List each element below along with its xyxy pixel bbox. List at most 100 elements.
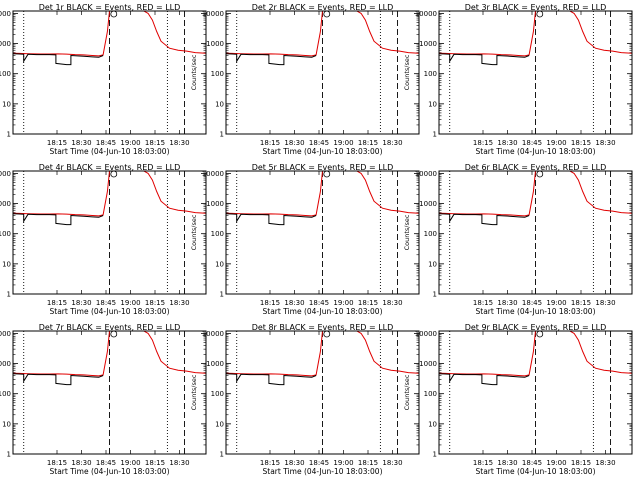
y-axis-label: Counts/sec [403,214,411,250]
data-layer [226,10,419,66]
y-tick-label: 1 [433,291,437,299]
y-tick-label: 10000 [415,10,437,18]
x-tick-label: 18:30 [71,139,91,147]
x-tick-label: 18:30 [382,299,402,307]
x-tick-label: 19:00 [120,139,140,147]
events-series-line [13,213,104,226]
y-axis-label: Counts/sec [403,374,411,410]
y-tick-label: 100 [424,70,437,78]
x-tick-label: 18:15 [260,299,280,307]
x-tick-label: 19:00 [120,459,140,467]
y-tick-label: 1 [220,131,224,139]
events-series-line [439,213,530,226]
y-tick-label: 1000 [206,200,224,208]
x-tick-label: 18:15 [571,459,591,467]
events-series-line [226,373,317,386]
x-tick-label: 18:45 [522,299,542,307]
events-series-line [439,373,530,386]
chart-panel: Det 9r BLACK = Events, RED = LLD Counts/s… [403,323,633,476]
events-series-line [226,53,317,66]
y-tick-label: 10000 [0,10,11,18]
x-axis-label: Start Time (04-Jun-10 18:03:00) [476,147,596,156]
y-tick-label: 10000 [202,330,224,338]
x-tick-label: 19:00 [120,299,140,307]
y-tick-label: 10 [215,260,224,268]
y-tick-label: 1000 [0,360,11,368]
chart-panel: Det 4r BLACK = Events, RED = LLD Counts/s… [0,163,207,316]
lld-series-line [13,10,206,57]
y-tick-label: 10000 [0,170,11,178]
x-tick-label: 18:15 [571,299,591,307]
lld-series-line [226,330,419,377]
x-tick-label: 18:15 [260,139,280,147]
x-axis-label: Start Time (04-Jun-10 18:03:00) [476,467,596,476]
x-tick-label: 18:30 [284,299,304,307]
x-tick-label: 18:30 [169,139,189,147]
x-tick-label: 18:15 [145,299,165,307]
y-tick-label: 10 [428,420,437,428]
chart-title: Det 6r BLACK = Events, RED = LLD [465,163,607,172]
events-series-line [226,213,317,226]
x-tick-label: 18:15 [358,459,378,467]
x-tick-label: 18:15 [571,139,591,147]
events-series-line [13,53,104,66]
plot-frame [225,170,420,295]
x-tick-label: 18:30 [382,139,402,147]
x-tick-label: 19:00 [333,139,353,147]
plot-frame [12,330,207,455]
chart-title: Det 2r BLACK = Events, RED = LLD [252,3,394,12]
data-layer [439,10,632,66]
y-tick-label: 1 [7,451,11,459]
chart-title: Det 8r BLACK = Events, RED = LLD [252,323,394,332]
x-tick-label: 18:45 [309,139,329,147]
data-layer [13,170,206,226]
chart-panel: Det 6r BLACK = Events, RED = LLD Counts/s… [403,163,633,316]
x-axis-label: Start Time (04-Jun-10 18:03:00) [263,307,383,316]
chart-panel: Det 2r BLACK = Events, RED = LLD Counts/s… [190,3,420,156]
x-tick-label: 18:30 [71,459,91,467]
chart-panel: Det 8r BLACK = Events, RED = LLD Counts/s… [190,323,420,476]
plot-frame [12,10,207,135]
plot-frame [438,330,633,455]
y-tick-label: 1000 [0,40,11,48]
lld-series-line [226,170,419,217]
x-tick-label: 18:30 [284,139,304,147]
lld-series-line [439,330,632,377]
x-tick-label: 18:15 [47,459,67,467]
x-tick-label: 18:15 [47,299,67,307]
data-layer [13,330,206,386]
plot-frame [438,10,633,135]
x-tick-label: 18:15 [473,299,493,307]
y-tick-label: 10 [2,420,11,428]
x-tick-label: 18:30 [595,139,615,147]
x-tick-label: 18:15 [260,459,280,467]
x-tick-label: 18:30 [497,459,517,467]
plot-frame [12,170,207,295]
x-tick-label: 18:45 [96,299,116,307]
y-tick-label: 10 [428,260,437,268]
x-tick-label: 18:15 [145,139,165,147]
lld-series-line [226,10,419,57]
y-tick-label: 1 [220,451,224,459]
y-tick-label: 1000 [206,40,224,48]
y-tick-label: 10000 [415,170,437,178]
y-tick-label: 100 [0,70,11,78]
y-tick-label: 1 [220,291,224,299]
x-axis-label: Start Time (04-Jun-10 18:03:00) [50,467,170,476]
x-tick-label: 18:30 [169,299,189,307]
data-layer [439,330,632,386]
y-tick-label: 1 [433,451,437,459]
chart-title: Det 5r BLACK = Events, RED = LLD [252,163,394,172]
x-tick-label: 18:30 [497,299,517,307]
x-tick-label: 18:15 [145,459,165,467]
x-tick-label: 18:15 [358,299,378,307]
x-tick-label: 18:15 [473,139,493,147]
y-tick-label: 10 [215,100,224,108]
chart-title: Det 9r BLACK = Events, RED = LLD [465,323,607,332]
y-tick-label: 100 [0,230,11,238]
x-tick-label: 18:30 [169,459,189,467]
y-tick-label: 1000 [0,200,11,208]
lld-series-line [439,10,632,57]
y-tick-label: 10000 [415,330,437,338]
y-tick-label: 10000 [202,10,224,18]
